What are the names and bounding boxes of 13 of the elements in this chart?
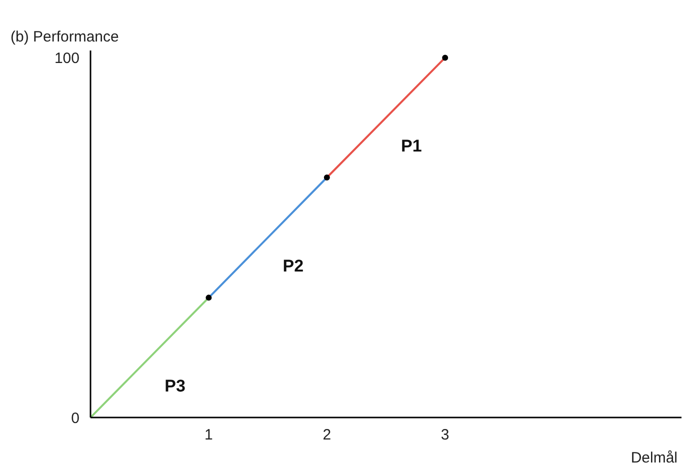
series-label: P2	[282, 256, 304, 276]
series-label: P1	[401, 136, 422, 156]
y-axis-title: (b) Performance	[10, 28, 119, 46]
point	[206, 294, 212, 301]
y-tick-label: 100	[54, 50, 80, 68]
x-tick-label: 2	[322, 426, 332, 444]
y-tick-label: 0	[71, 410, 80, 427]
point	[442, 54, 448, 61]
x-tick-label: 1	[204, 426, 213, 444]
x-tick-label: 3	[440, 426, 450, 444]
point	[324, 174, 330, 181]
x-axis-title: Delmål	[630, 450, 678, 466]
series-label: P3	[164, 376, 186, 396]
